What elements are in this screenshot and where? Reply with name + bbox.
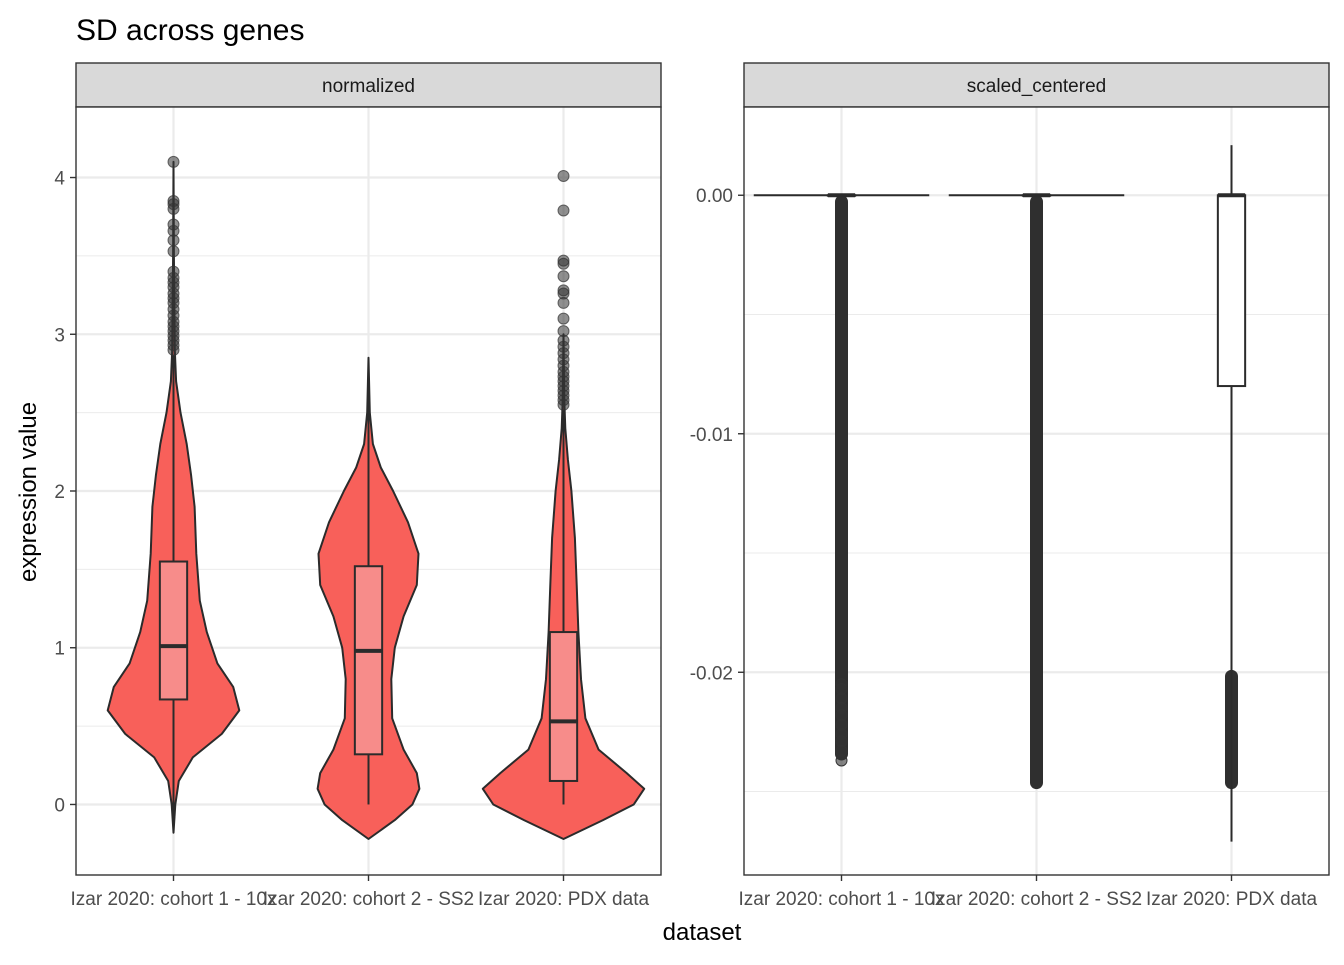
- y-tick-label: 1: [54, 639, 65, 660]
- outlier-band: [835, 195, 848, 761]
- outlier-point: [167, 195, 180, 208]
- x-tick-label: Izar 2020: cohort 1 - 10x: [71, 889, 277, 910]
- y-tick-label: -0.02: [690, 663, 733, 684]
- panel-border: [743, 106, 1330, 876]
- panels: normalized 0 1 2 3 4 Izar 2020: cohort 1 - 10x…: [54, 62, 1330, 910]
- facet-strip: [75, 62, 662, 108]
- panel-border: [75, 106, 662, 876]
- y-axis-title: expression value: [15, 402, 42, 582]
- y-tick-label: 0: [54, 795, 65, 816]
- outlier-band: [1225, 669, 1238, 790]
- box-iqr: [158, 560, 189, 701]
- outlier-point: [835, 678, 848, 691]
- y-tick-label: 4: [54, 169, 65, 190]
- x-tick-label: Izar 2020: cohort 2 - SS2: [263, 889, 474, 910]
- outlier-point: [167, 245, 180, 258]
- box-iqr: [548, 631, 579, 782]
- outlier-band: [1030, 195, 1043, 790]
- facet-strip-label: normalized: [322, 76, 415, 97]
- outlier-point: [557, 270, 570, 283]
- x-tick-label: Izar 2020: cohort 1 - 10x: [739, 889, 945, 910]
- panel-scaled_centered: scaled_centered 0.00 -0.01 -0.02 Izar 2020: …: [690, 62, 1330, 910]
- outlier-point: [557, 284, 570, 297]
- box-iqr: [353, 565, 384, 756]
- chart-title: SD across genes: [76, 14, 304, 47]
- outlier-point: [557, 312, 570, 325]
- outlier-point: [557, 325, 570, 338]
- facet-strip-label: scaled_centered: [967, 76, 1106, 97]
- y-tick-label: 3: [54, 325, 65, 346]
- x-tick-label: Izar 2020: cohort 2 - SS2: [931, 889, 1142, 910]
- outlier-point: [167, 155, 180, 168]
- outlier-point: [167, 218, 180, 231]
- outlier-point: [557, 254, 570, 267]
- x-tick-label: Izar 2020: PDX data: [478, 889, 650, 910]
- outlier-point: [557, 169, 570, 182]
- panel-normalized: normalized 0 1 2 3 4 Izar 2020: cohort 1 - 10x…: [54, 62, 662, 910]
- y-tick-label: 2: [54, 482, 65, 503]
- outlier-point: [167, 265, 180, 278]
- x-axis-title: dataset: [663, 919, 742, 946]
- y-tick-label: 0.00: [696, 186, 733, 207]
- outlier-point: [557, 204, 570, 217]
- box-iqr: [1216, 194, 1247, 388]
- x-tick-label: Izar 2020: PDX data: [1146, 889, 1318, 910]
- y-tick-label: -0.01: [690, 425, 733, 446]
